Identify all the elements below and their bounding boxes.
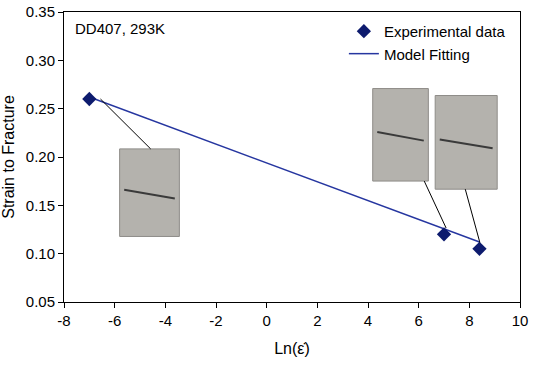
svg-text:2: 2 — [313, 312, 321, 329]
svg-text:0.05: 0.05 — [26, 293, 55, 310]
svg-text:Experimental data: Experimental data — [384, 23, 506, 40]
svg-text:Model Fitting: Model Fitting — [384, 46, 470, 63]
svg-text:Strain to Fracture: Strain to Fracture — [0, 95, 17, 219]
svg-text:0.15: 0.15 — [26, 197, 55, 214]
svg-text:0.10: 0.10 — [26, 245, 55, 262]
svg-text:-2: -2 — [209, 312, 222, 329]
svg-text:DD407, 293K: DD407, 293K — [75, 20, 165, 37]
svg-text:0.25: 0.25 — [26, 100, 55, 117]
svg-text:0.30: 0.30 — [26, 52, 55, 69]
svg-text:8: 8 — [465, 312, 473, 329]
svg-text:Ln(ε̇): Ln(ε̇) — [274, 340, 310, 357]
svg-text:-8: -8 — [57, 312, 70, 329]
svg-text:0: 0 — [262, 312, 270, 329]
svg-text:0.20: 0.20 — [26, 148, 55, 165]
svg-text:4: 4 — [364, 312, 372, 329]
svg-text:6: 6 — [414, 312, 422, 329]
svg-text:-6: -6 — [108, 312, 121, 329]
svg-text:10: 10 — [512, 312, 529, 329]
svg-text:-4: -4 — [159, 312, 172, 329]
svg-text:0.35: 0.35 — [26, 3, 55, 20]
